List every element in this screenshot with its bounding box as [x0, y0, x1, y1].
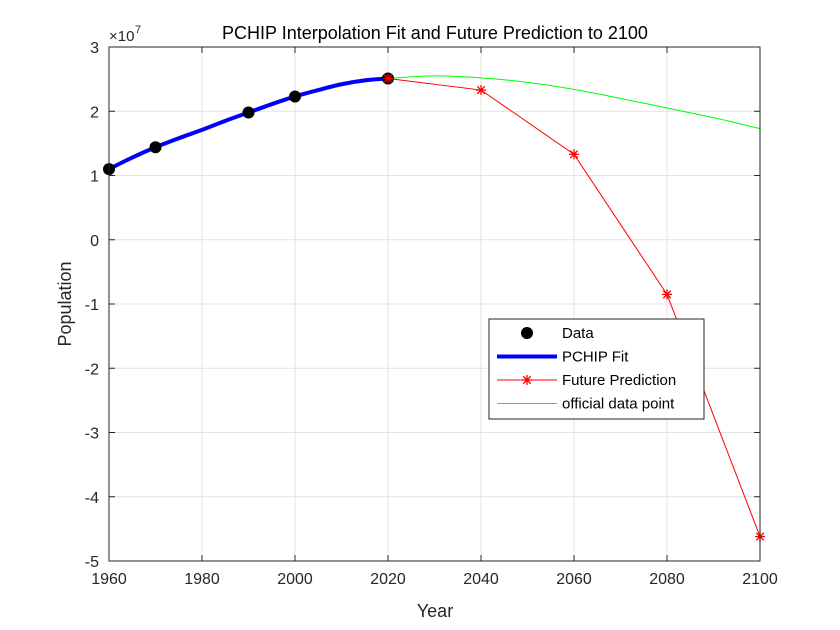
x-tick-label: 2060 — [556, 571, 592, 588]
y-tick-label: 1 — [90, 169, 99, 186]
y-exponent-power: 7 — [135, 24, 141, 36]
y-tick-label: -4 — [85, 490, 99, 507]
x-tick-label: 2100 — [742, 571, 778, 588]
data-point — [242, 106, 255, 119]
data-point — [149, 141, 162, 154]
y-exponent-base: ×10 — [109, 28, 134, 45]
x-tick-label: 2080 — [649, 571, 685, 588]
plot-area — [103, 72, 765, 542]
future-prediction-marker — [476, 85, 486, 96]
series-line-official-data-point — [387, 75, 761, 130]
y-axis-label: Population — [55, 261, 75, 346]
legend-swatch-marker — [522, 375, 532, 385]
legend-swatch-data — [521, 327, 533, 339]
data-point — [289, 90, 301, 103]
future-prediction-marker — [383, 73, 393, 84]
ticks: 1960 1980 2000 2020 2040 2060 2080 2100 3 2 1 0 -1 -2… — [85, 40, 778, 588]
legend-label: Data — [562, 325, 594, 342]
x-tick-label: 1980 — [184, 571, 220, 588]
future-prediction-marker — [662, 289, 672, 300]
legend: Data PCHIP Fit Future Prediction official d… — [488, 318, 705, 420]
legend-label: Future Prediction — [562, 372, 676, 389]
y-tick-label: -3 — [85, 426, 99, 443]
y-tick-label: 2 — [90, 104, 99, 121]
y-exponent: ×10 7 — [109, 24, 141, 45]
y-tick-label: -5 — [85, 554, 99, 571]
legend-label: PCHIP Fit — [562, 349, 629, 366]
legend-label: official data point — [562, 396, 675, 413]
x-tick-label: 1960 — [91, 571, 127, 588]
y-tick-label: 0 — [90, 233, 99, 250]
y-tick-label: -2 — [85, 361, 99, 378]
y-tick-label: -1 — [85, 297, 99, 314]
x-tick-label: 2000 — [277, 571, 313, 588]
y-tick-label: 3 — [90, 40, 99, 57]
x-axis-label: Year — [417, 601, 453, 621]
x-tick-label: 2020 — [370, 571, 406, 588]
future-prediction-marker — [569, 149, 579, 160]
chart-title: PCHIP Interpolation Fit and Future Predi… — [222, 23, 648, 43]
x-tick-label: 2040 — [463, 571, 499, 588]
